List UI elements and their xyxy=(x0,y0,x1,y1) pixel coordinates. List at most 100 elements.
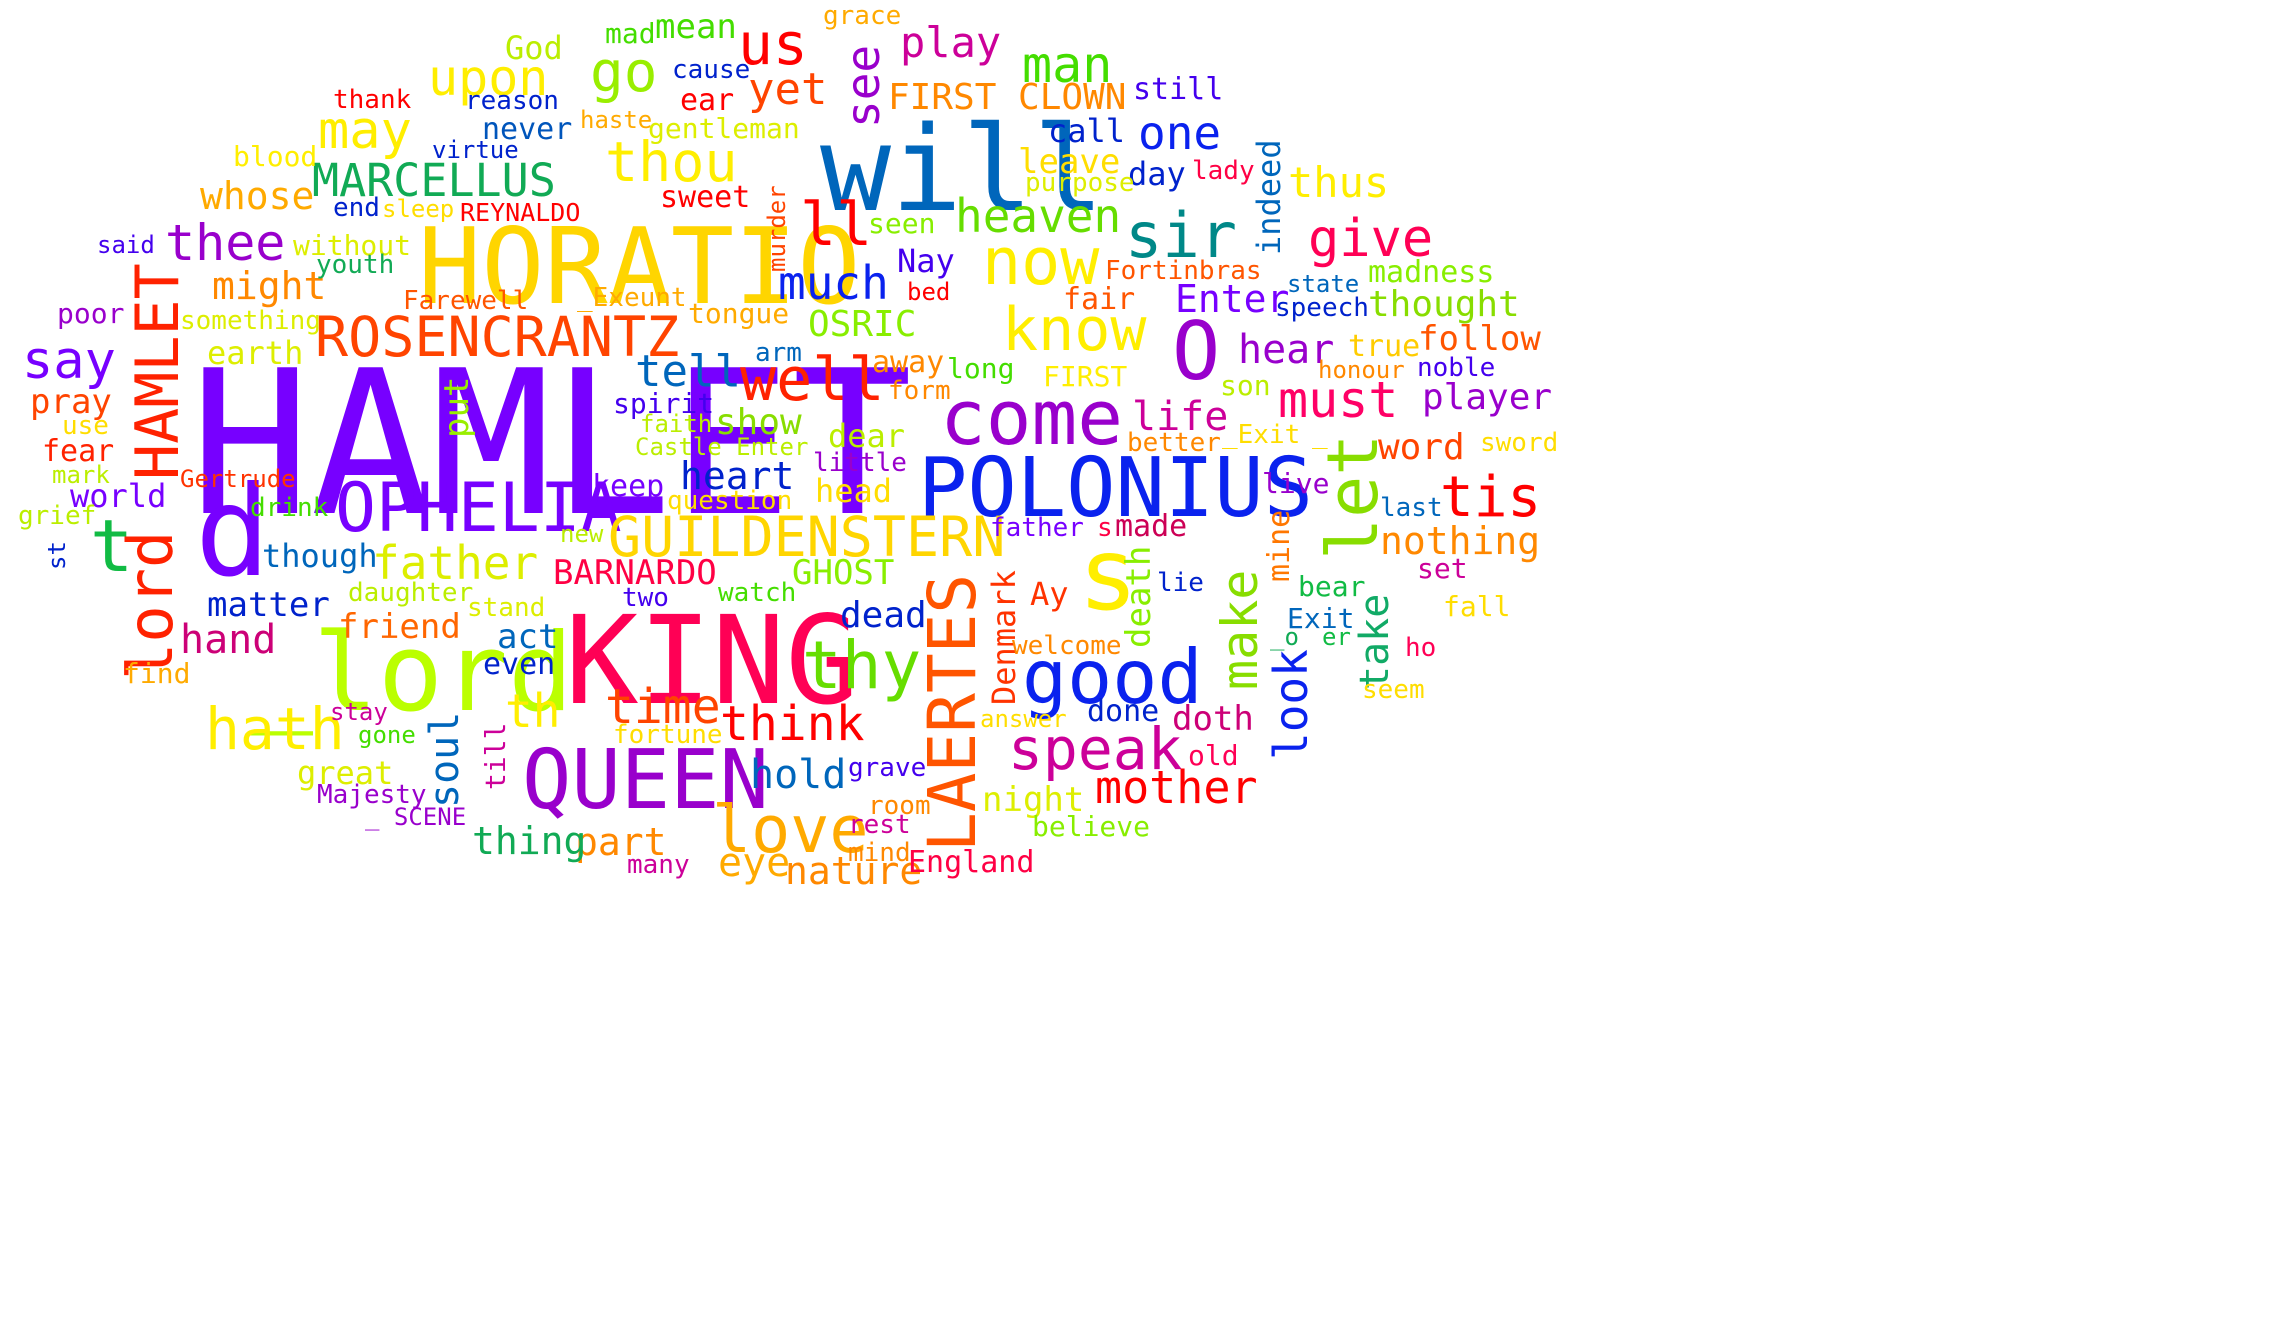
word-eye: eye xyxy=(718,840,791,886)
word-without: without xyxy=(293,229,412,262)
word-ll: ll xyxy=(800,190,873,260)
word-show: show xyxy=(715,402,802,443)
word-gentleman: gentleman xyxy=(648,112,800,145)
word-though: though xyxy=(262,537,378,575)
word-ghost: GHOST xyxy=(792,553,895,593)
word-thing: thing xyxy=(472,819,587,863)
word-ear: ear xyxy=(680,83,735,118)
word-death: death xyxy=(1119,545,1159,648)
word-god: God xyxy=(505,29,563,67)
word-know: know xyxy=(1002,295,1147,365)
word-thy: thy xyxy=(802,627,922,704)
word-hamlet: HAMLET xyxy=(190,328,913,561)
word-s-small: s xyxy=(1097,513,1113,543)
word-lady: lady xyxy=(1192,156,1255,186)
word-made: made xyxy=(1115,509,1188,544)
word-sweet: sweet xyxy=(660,180,751,215)
word-st: st xyxy=(43,541,71,570)
word-day: day xyxy=(1128,155,1186,193)
word-away: away xyxy=(872,345,945,380)
word-farewell: Farewell xyxy=(403,286,529,316)
word-leave: leave xyxy=(1018,142,1121,182)
word-part: part xyxy=(575,820,667,864)
word-upon: upon xyxy=(428,49,549,107)
word-last: last xyxy=(1380,493,1443,523)
word-madness: madness xyxy=(1368,255,1495,290)
word-thought: thought xyxy=(1368,284,1520,325)
word-matter: matter xyxy=(207,585,330,625)
word-soul: soul xyxy=(422,711,468,808)
word-welcome: welcome xyxy=(1012,631,1122,661)
word-haste: haste xyxy=(580,106,653,134)
word-purpose: purpose xyxy=(1025,168,1135,198)
word-england: England xyxy=(908,845,1035,880)
word-seen: seen xyxy=(868,207,936,240)
word-use: use xyxy=(62,411,109,441)
word-scene: _ SCENE xyxy=(365,803,467,831)
word-father-small: father xyxy=(990,513,1084,543)
word-s-yellow: s xyxy=(1078,516,1139,633)
word-many: many xyxy=(627,850,690,880)
word-osric: OSRIC xyxy=(808,304,917,345)
word-fortinbras: Fortinbras xyxy=(1105,256,1262,286)
word-speech: speech xyxy=(1275,293,1369,323)
word-new: new xyxy=(560,520,604,548)
word-grace: grace xyxy=(823,1,902,31)
word-dear: dear xyxy=(828,417,906,455)
word-must: must xyxy=(1278,371,1399,429)
word-exeunt: _Exeunt xyxy=(577,283,687,313)
word-lord-underscore: _lord xyxy=(248,611,574,736)
word-say: say xyxy=(22,331,116,391)
word-give: give xyxy=(1308,209,1434,269)
word-bed: bed xyxy=(907,278,951,306)
word-gone: gone xyxy=(358,721,416,749)
word-castle-enter: Castle Enter xyxy=(635,433,809,461)
word-hamlet-vertical: HAMLET xyxy=(123,263,193,480)
word-father-large: father xyxy=(372,536,539,590)
word-earth: earth xyxy=(207,334,304,372)
word-enter: Enter xyxy=(1175,277,1290,321)
word-head: head xyxy=(815,472,893,510)
word-indeed: indeed xyxy=(1250,139,1288,255)
word-form: form xyxy=(888,376,951,406)
word-one: one xyxy=(1138,106,1222,160)
word-make: make xyxy=(1211,569,1269,690)
word-majesty: Majesty xyxy=(317,780,427,810)
word-o: O xyxy=(1172,305,1221,398)
word-o-underscore: _o xyxy=(1270,623,1299,651)
word-said: said xyxy=(97,231,155,259)
word-fall: fall xyxy=(1443,590,1511,623)
word-thank: thank xyxy=(333,85,412,115)
word-yet: yet xyxy=(748,64,828,115)
word-rosencrantz: ROSENCRANTZ xyxy=(315,305,680,369)
word-think: think xyxy=(720,696,865,752)
word-reason: reason xyxy=(465,86,559,116)
word-friend: friend xyxy=(338,607,461,647)
word-well: well xyxy=(740,345,885,415)
word-keep: keep xyxy=(592,469,665,504)
word-youth: youth xyxy=(316,250,395,280)
word-dead: dead xyxy=(840,595,927,636)
word-heart: heart xyxy=(680,454,795,498)
word-see: see xyxy=(836,44,890,128)
word-fear: fear xyxy=(42,434,115,469)
word-horatio: HORATIO xyxy=(418,206,861,328)
word-something: something xyxy=(180,306,321,336)
word-question: question xyxy=(667,486,793,516)
word-mean: mean xyxy=(655,7,737,47)
word-daughter: daughter xyxy=(348,578,474,608)
word-heaven: heaven xyxy=(955,189,1122,243)
word-come: come xyxy=(940,373,1124,462)
word-t: t xyxy=(90,504,134,588)
word-virtue: virtue xyxy=(432,136,519,164)
word-king: KING xyxy=(565,590,859,732)
word-bear: bear xyxy=(1298,570,1366,603)
word-nature: nature xyxy=(785,849,923,893)
word-great: great xyxy=(297,754,394,792)
word-may: may xyxy=(318,101,412,161)
word-ay: Ay xyxy=(1030,575,1069,613)
word-d: d xyxy=(195,460,271,605)
word-thou: thou xyxy=(605,130,738,194)
word-polonius: POLONIUS xyxy=(918,441,1313,536)
